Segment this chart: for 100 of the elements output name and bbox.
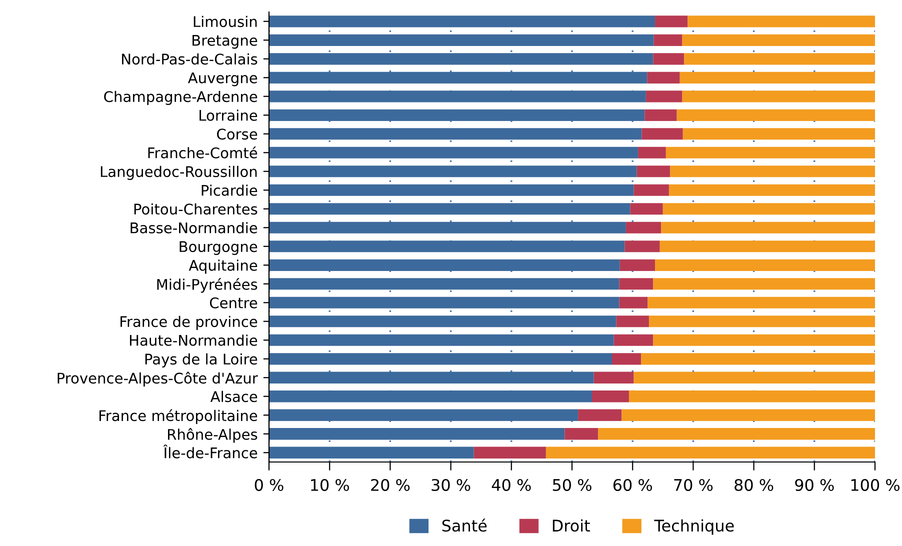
x-tick-label: 20 % xyxy=(371,478,410,492)
bar xyxy=(269,409,578,421)
bar xyxy=(614,334,654,346)
bar xyxy=(630,203,663,215)
y-tick-label: Languedoc-Roussillon xyxy=(100,166,257,180)
bar xyxy=(269,128,642,140)
bar xyxy=(269,278,620,290)
bar xyxy=(661,222,875,234)
bar xyxy=(269,316,616,328)
x-tick-label: 50 % xyxy=(552,478,592,492)
bar xyxy=(269,259,620,271)
bar xyxy=(612,353,642,365)
y-tick-label: Alsace xyxy=(210,390,258,402)
bar xyxy=(269,16,656,28)
bar xyxy=(682,34,875,46)
bar xyxy=(653,334,875,346)
y-tick-label: Bretagne xyxy=(192,35,258,49)
bar xyxy=(641,353,875,365)
bar xyxy=(269,334,614,346)
bar xyxy=(634,372,875,384)
bar xyxy=(634,184,669,196)
bar xyxy=(668,184,875,196)
x-tick-label: 80 % xyxy=(734,478,774,492)
bar xyxy=(269,53,654,65)
y-tick-label: Midi-Pyrénées xyxy=(157,278,258,293)
y-tick-label: Auvergne xyxy=(188,72,258,86)
y-tick-label: Poitou-Charentes xyxy=(134,203,258,215)
y-tick-label: Île-de-France xyxy=(163,444,258,458)
bar xyxy=(269,240,625,252)
bar xyxy=(644,109,677,121)
y-tick-label: Rhône-Alpes xyxy=(168,428,258,443)
bar xyxy=(670,166,875,178)
bar xyxy=(592,390,629,402)
bar xyxy=(594,372,634,384)
x-tick-label: 90 % xyxy=(795,478,834,492)
bar xyxy=(622,409,875,421)
bar xyxy=(660,240,875,252)
y-tick-label: France de province xyxy=(120,316,258,330)
bar xyxy=(638,146,666,158)
bar xyxy=(655,16,688,28)
bar xyxy=(564,428,598,440)
bar xyxy=(616,316,649,328)
y-tick-label: Pays de la Loire xyxy=(145,353,258,368)
bar xyxy=(646,90,682,102)
bar xyxy=(620,259,656,271)
bar xyxy=(619,296,648,308)
bar xyxy=(269,390,592,402)
bar xyxy=(619,278,654,290)
y-tick-label: Basse-Normandie xyxy=(130,222,258,234)
x-tick-label: 100 % xyxy=(851,478,900,492)
bar xyxy=(269,184,634,196)
legend-label: Technique xyxy=(654,519,734,535)
bar xyxy=(269,296,620,308)
x-tick-label: 30 % xyxy=(432,478,470,492)
x-tick-label: 70 % xyxy=(674,478,713,492)
bar xyxy=(653,278,875,290)
x-tick-label: 40 % xyxy=(492,478,531,492)
y-tick-label: Champagne-Ardenne xyxy=(104,90,258,105)
y-tick-label: Limousin xyxy=(194,16,257,28)
bar xyxy=(642,128,683,140)
y-tick-label: Aquitaine xyxy=(188,260,258,274)
bar xyxy=(647,72,680,84)
bar xyxy=(269,90,646,102)
legend-label: Droit xyxy=(552,519,590,532)
bar xyxy=(653,53,684,65)
x-tick-label: 0 % xyxy=(254,478,284,492)
bar xyxy=(682,90,875,102)
bar xyxy=(626,222,662,234)
y-tick-label: Provence-Alpes-Côte d'Azur xyxy=(58,372,258,386)
y-tick-label: Picardie xyxy=(202,184,258,196)
y-tick-label: Bourgogne xyxy=(180,241,258,255)
bar xyxy=(269,353,612,365)
x-tick-label: 10 % xyxy=(311,478,350,492)
bar xyxy=(648,296,875,308)
legend-label: Santé xyxy=(442,518,487,532)
bar xyxy=(269,446,474,458)
bar xyxy=(654,34,682,46)
bar xyxy=(655,259,875,271)
y-tick-label: Lorraine xyxy=(200,110,258,121)
bar xyxy=(676,109,875,121)
bar xyxy=(682,128,875,140)
bar xyxy=(666,146,875,158)
y-tick-label: Franche-Comté xyxy=(148,146,258,158)
bar xyxy=(269,203,630,215)
y-tick-label: Haute-Normandie xyxy=(130,334,258,346)
bar xyxy=(269,146,638,158)
bar xyxy=(546,446,875,458)
bar xyxy=(598,428,875,440)
bar xyxy=(269,72,648,84)
bar xyxy=(474,446,546,458)
bar xyxy=(636,166,670,178)
bar xyxy=(269,428,565,440)
bar xyxy=(269,166,637,178)
bar xyxy=(648,316,875,328)
bar xyxy=(269,34,654,46)
y-tick-label: France métropolitaine xyxy=(100,409,258,424)
bar xyxy=(269,372,594,384)
bar xyxy=(688,16,875,28)
bar xyxy=(684,53,875,65)
bar xyxy=(662,203,875,215)
